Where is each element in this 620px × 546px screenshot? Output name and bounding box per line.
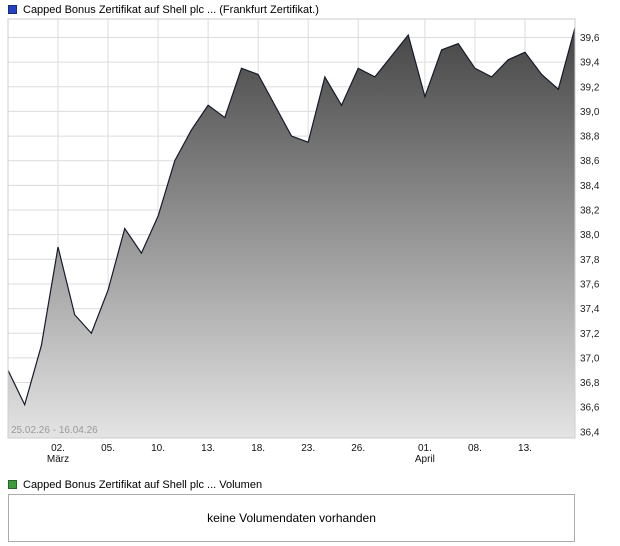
svg-text:23.: 23. [301,443,315,454]
svg-text:36,8: 36,8 [580,378,600,389]
price-line [7,27,576,407]
svg-text:39,2: 39,2 [580,82,600,93]
price-chart: 36,4 36,6 36,8 37,0 37,2 37,4 37,6 37,8 38,0 38,2… [7,18,600,465]
svg-text:36,4: 36,4 [580,427,600,438]
period-label: 25.02.26 - 16.04.26 [11,425,98,436]
svg-text:13.: 13. [518,443,532,454]
svg-text:38,4: 38,4 [580,181,600,192]
svg-text:37,0: 37,0 [580,353,600,364]
svg-text:13.: 13. [201,443,215,454]
svg-text:38,2: 38,2 [580,206,600,217]
svg-text:18.: 18. [251,443,265,454]
svg-text:37,6: 37,6 [580,279,600,290]
svg-text:02.: 02. [51,443,65,454]
price-area-fill [8,27,575,439]
volume-empty-box: keine Volumendaten vorhanden [8,494,575,542]
svg-text:37,4: 37,4 [580,304,600,315]
svg-text:April: April [415,454,435,465]
plot-border [7,18,576,439]
svg-text:37,2: 37,2 [580,329,600,340]
y-axis-labels: 36,4 36,6 36,8 37,0 37,2 37,4 37,6 37,8 38,0 38,2… [580,33,600,438]
volume-empty-message: keine Volumendaten vorhanden [207,511,376,525]
svg-text:39,6: 39,6 [580,33,600,44]
volume-title: Capped Bonus Zertifikat auf Shell plc ..… [23,478,263,491]
svg-text:März: März [47,454,69,465]
price-chart-header: Capped Bonus Zertifikat auf Shell plc ..… [0,0,620,17]
svg-text:08.: 08. [468,443,482,454]
svg-text:26.: 26. [351,443,365,454]
x-axis-labels: 02.März 05. 10. 13. 18. 23. 26. 01.April 08. 13. [47,443,532,465]
svg-text:36,6: 36,6 [580,403,600,414]
svg-text:05.: 05. [101,443,115,454]
svg-text:01.: 01. [418,443,432,454]
svg-text:37,8: 37,8 [580,255,600,266]
price-chart-title: Capped Bonus Zertifikat auf Shell plc ..… [23,3,319,16]
svg-text:39,4: 39,4 [580,58,600,69]
svg-text:38,6: 38,6 [580,156,600,167]
svg-text:39,0: 39,0 [580,107,600,118]
svg-text:38,0: 38,0 [580,230,600,241]
volume-header: Capped Bonus Zertifikat auf Shell plc ..… [0,475,620,492]
svg-text:10.: 10. [151,443,165,454]
volume-legend-swatch [8,480,17,489]
price-legend-swatch [8,5,17,14]
svg-text:38,8: 38,8 [580,132,600,143]
